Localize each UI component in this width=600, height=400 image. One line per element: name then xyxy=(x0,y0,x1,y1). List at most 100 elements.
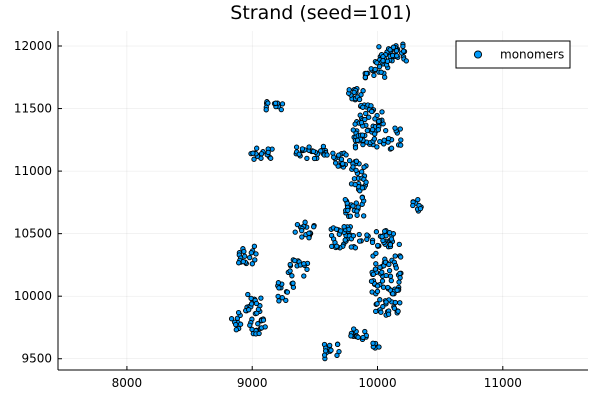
data-point xyxy=(352,145,359,151)
data-point xyxy=(378,309,384,315)
data-point xyxy=(386,267,393,274)
data-point xyxy=(396,279,402,285)
data-point xyxy=(359,185,366,191)
data-point xyxy=(299,227,305,234)
data-point xyxy=(392,299,398,306)
data-point xyxy=(346,157,353,164)
x-tick-label: 10000 xyxy=(358,376,396,390)
data-point xyxy=(304,266,310,273)
data-point xyxy=(278,106,284,113)
data-point xyxy=(245,291,251,298)
data-point xyxy=(246,307,252,313)
data-point xyxy=(320,143,327,150)
data-point xyxy=(258,151,265,157)
data-point xyxy=(352,181,358,188)
data-point xyxy=(395,308,401,314)
data-point xyxy=(377,264,383,271)
data-point xyxy=(372,66,378,73)
data-point xyxy=(276,298,282,304)
data-point xyxy=(376,118,382,125)
data-point xyxy=(331,154,337,160)
data-point xyxy=(332,160,339,166)
data-point xyxy=(373,261,379,267)
data-point xyxy=(283,297,289,304)
data-point xyxy=(256,330,262,337)
data-point xyxy=(410,202,416,209)
data-point xyxy=(306,144,312,150)
data-point xyxy=(372,116,378,122)
data-point xyxy=(360,88,366,94)
data-point xyxy=(360,104,366,110)
data-point xyxy=(397,300,403,306)
data-point xyxy=(272,100,279,106)
data-point xyxy=(290,280,296,286)
data-point xyxy=(265,100,271,106)
data-point xyxy=(354,212,360,218)
data-point xyxy=(371,136,378,142)
y-tick-label: 11000 xyxy=(14,164,52,178)
data-point xyxy=(369,108,375,115)
data-point xyxy=(299,234,305,240)
y-tick-label: 11500 xyxy=(14,102,52,116)
data-point xyxy=(292,229,298,235)
data-point xyxy=(299,146,306,152)
data-point xyxy=(397,275,403,281)
data-point xyxy=(376,44,382,50)
data-point xyxy=(366,114,372,120)
data-point xyxy=(348,244,354,250)
data-point xyxy=(361,213,367,219)
data-point xyxy=(374,301,380,307)
data-point xyxy=(247,322,253,328)
data-point xyxy=(302,219,308,225)
data-point xyxy=(276,285,282,291)
data-point xyxy=(289,273,295,279)
data-point xyxy=(292,257,298,264)
data-point xyxy=(260,317,267,323)
data-point xyxy=(253,251,259,257)
data-point xyxy=(385,135,392,142)
data-point xyxy=(390,291,396,297)
data-point xyxy=(369,126,376,133)
chart-title: Strand (seed=101) xyxy=(230,2,411,24)
data-point xyxy=(251,243,258,249)
data-point xyxy=(343,152,349,158)
legend-label: monomers xyxy=(500,48,564,62)
data-point xyxy=(369,239,376,246)
data-point xyxy=(346,87,352,93)
y-tick-label: 10000 xyxy=(14,289,52,303)
data-point xyxy=(373,308,379,315)
data-point xyxy=(321,352,328,358)
x-tick-label: 9000 xyxy=(237,376,268,390)
data-point xyxy=(347,213,354,219)
data-point xyxy=(279,295,285,301)
data-point xyxy=(388,277,394,284)
data-point xyxy=(374,283,381,289)
data-point xyxy=(376,63,383,70)
data-point xyxy=(391,305,398,311)
data-point xyxy=(263,107,269,113)
data-point xyxy=(237,321,244,327)
y-tick-label: 12000 xyxy=(14,39,52,53)
data-point xyxy=(268,155,274,161)
data-point xyxy=(370,340,376,346)
data-point xyxy=(255,321,261,327)
data-point xyxy=(415,196,421,203)
data-point xyxy=(388,145,395,151)
data-point xyxy=(356,231,362,238)
data-point xyxy=(248,295,254,302)
data-point xyxy=(233,321,239,328)
data-point xyxy=(233,327,239,333)
grid-layer xyxy=(58,31,588,370)
data-point xyxy=(293,144,300,150)
data-point xyxy=(387,241,393,248)
data-point xyxy=(328,347,334,353)
data-point xyxy=(352,121,358,127)
data-point xyxy=(350,203,356,209)
data-point xyxy=(251,156,257,162)
data-point xyxy=(382,74,388,80)
x-tick-label: 11000 xyxy=(484,376,522,390)
data-point xyxy=(345,207,351,214)
data-point xyxy=(397,270,403,277)
data-point xyxy=(386,229,393,236)
